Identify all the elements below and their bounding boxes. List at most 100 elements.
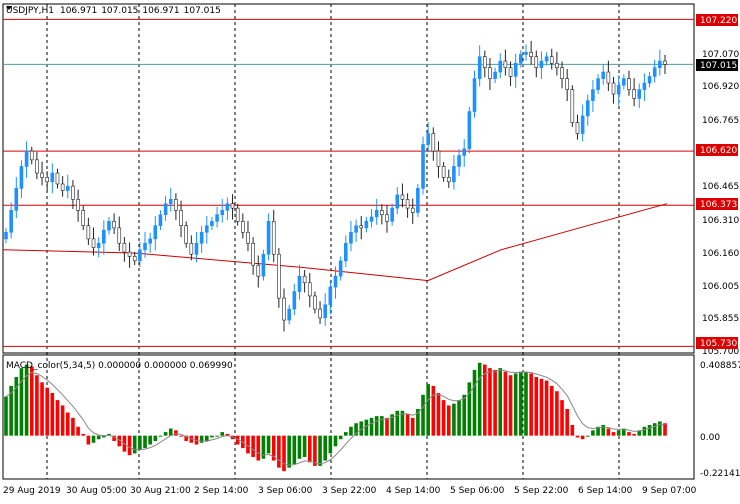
macd-bar <box>395 410 400 436</box>
macd-bar <box>380 416 384 436</box>
candle-body <box>560 67 564 79</box>
macd-bar <box>117 435 122 447</box>
candle-body <box>467 111 472 150</box>
macd-bar <box>318 435 322 466</box>
macd-bar <box>35 375 39 436</box>
macd-bar <box>565 408 569 436</box>
macd-bar <box>632 433 636 436</box>
macd-bar <box>555 391 559 436</box>
candle-body <box>328 286 333 306</box>
macd-bar <box>50 393 55 436</box>
candle-body <box>148 238 152 244</box>
macd-bar <box>338 435 343 440</box>
candle-body <box>349 231 353 244</box>
macd-bar <box>513 373 518 436</box>
macd-bar <box>148 435 152 445</box>
ohlc-high: 107.015 <box>101 6 138 16</box>
macd-bar <box>179 435 183 437</box>
time-label: 3 Sep 06:00 <box>258 486 313 496</box>
macd-bar <box>359 421 364 436</box>
macd-bar <box>441 400 446 436</box>
macd-bar <box>627 432 631 436</box>
price-tick: 105.855 <box>702 314 739 324</box>
candle-body <box>400 194 405 200</box>
collapse-triangle-icon[interactable] <box>6 6 12 10</box>
candle-body <box>143 242 147 251</box>
level-label-bg <box>696 198 738 210</box>
time-label: 2 Sep 14:00 <box>194 486 249 496</box>
candle-body <box>503 60 508 68</box>
macd-bar <box>45 387 49 436</box>
candle-body <box>575 122 580 134</box>
candle-body <box>472 78 477 112</box>
macd-bar <box>519 371 523 436</box>
candle-body <box>40 172 44 178</box>
macd-bar <box>426 384 430 436</box>
macd-bar <box>65 412 70 436</box>
price-tick: 107.070 <box>702 50 739 60</box>
candle-body <box>493 71 497 79</box>
candle-body <box>14 188 19 211</box>
price-tick: 106.310 <box>702 216 739 226</box>
macd-bar <box>477 362 482 436</box>
candle-body <box>302 275 307 284</box>
candle-body <box>663 60 667 65</box>
macd-bar <box>570 424 575 436</box>
ohlc-close: 107.015 <box>184 6 221 16</box>
main-panel-border <box>2 3 695 354</box>
candle-body <box>385 214 389 222</box>
macd-bar <box>354 423 358 436</box>
candle-body <box>395 194 400 209</box>
candle-body <box>174 199 178 211</box>
level-labels: 107.220 106.620 106.373 105.730 <box>696 14 738 349</box>
candle-body <box>127 251 132 257</box>
macd-label: MACD_color(5,34,5) 0.000000 0.000000 0.0… <box>6 361 233 371</box>
macd-bar <box>9 385 13 436</box>
horizontal-levels[interactable] <box>3 18 694 347</box>
macd-bar <box>410 417 415 436</box>
ohlc-open: 106.971 <box>60 6 97 16</box>
candle-body <box>122 242 127 253</box>
macd-bar <box>132 435 137 454</box>
time-label: 30 Aug 05:00 <box>66 486 127 496</box>
macd-tick: -0.221419 <box>700 469 740 479</box>
time-label: 3 Sep 22:00 <box>322 486 377 496</box>
candle-body <box>50 172 55 183</box>
macd-bar <box>230 435 235 440</box>
macd-bar <box>652 423 657 436</box>
candle-body <box>338 260 343 277</box>
candle-body <box>132 256 137 262</box>
price-tick: 105.700 <box>702 347 739 357</box>
price-axis: 107.070 106.920 106.765 106.465 106.310 … <box>702 50 739 357</box>
candle-body <box>369 216 374 222</box>
macd-bar <box>76 426 80 436</box>
time-label: 30 Aug 21:00 <box>130 486 191 496</box>
macd-bar <box>663 423 667 436</box>
macd-bar <box>549 385 554 436</box>
macd-bar <box>508 375 513 436</box>
candle-body <box>555 62 559 68</box>
candle-body <box>416 188 420 213</box>
macd-bar <box>405 414 410 436</box>
candle-body <box>153 225 158 240</box>
candle-body <box>498 60 503 73</box>
candle-body <box>189 242 194 255</box>
candle-body <box>652 67 657 77</box>
candle-body <box>71 185 75 200</box>
candle-body <box>287 308 291 321</box>
macd-bar <box>220 432 225 436</box>
macd-bar <box>271 435 276 461</box>
candle-body <box>441 166 446 178</box>
macd-bar <box>60 405 65 436</box>
candle-body <box>529 51 533 57</box>
candle-body <box>513 62 518 77</box>
candle-body <box>616 84 621 95</box>
candle-body <box>96 242 101 248</box>
level-label: 106.373 <box>700 200 737 210</box>
macd-bar <box>19 368 24 436</box>
moving-average-line <box>2 203 668 282</box>
candle-body <box>4 231 8 240</box>
candle-body <box>256 264 261 277</box>
